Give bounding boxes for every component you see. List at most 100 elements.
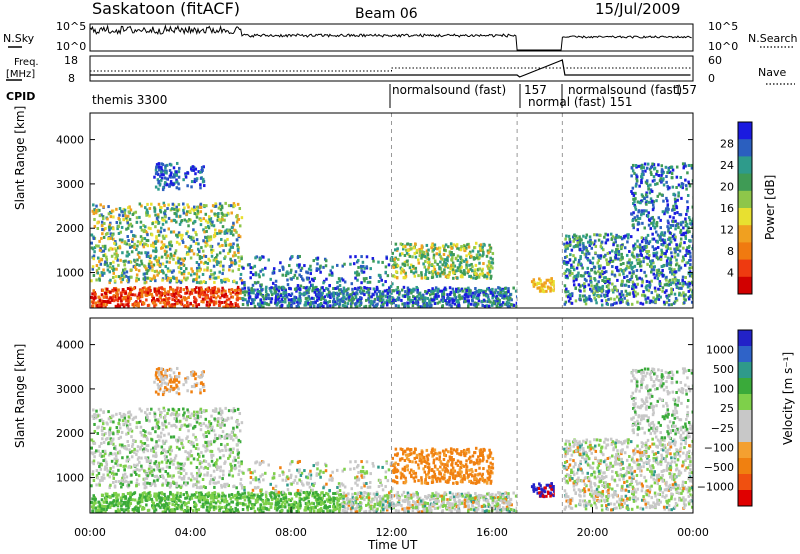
power-cell <box>199 292 202 296</box>
power-cell <box>441 244 445 248</box>
power-cell <box>438 250 442 254</box>
power-cell <box>593 277 596 281</box>
power-cell <box>380 300 384 304</box>
power-cell <box>579 255 582 259</box>
power-cell <box>427 257 431 261</box>
power-cell <box>401 267 404 271</box>
power-cell <box>499 294 503 298</box>
power-cell <box>249 291 253 295</box>
velocity-cell <box>185 510 189 513</box>
power-cell <box>506 302 510 306</box>
power-cell <box>98 260 101 264</box>
power-cell <box>422 262 425 266</box>
power-cell <box>105 257 109 261</box>
power-cell <box>272 267 276 271</box>
power-cell <box>403 276 407 280</box>
power-cell <box>394 304 398 308</box>
velocity-cell <box>151 504 154 508</box>
power-cell <box>111 233 114 237</box>
power-cell <box>182 288 185 292</box>
power-cell <box>464 299 467 303</box>
power-cell <box>479 243 483 247</box>
power-cell <box>204 219 208 223</box>
power-cell <box>487 304 491 308</box>
power-cell <box>216 260 219 264</box>
power-cell <box>515 301 519 305</box>
power-cell <box>601 288 604 292</box>
power-cell <box>607 289 610 293</box>
power-cell <box>221 213 225 217</box>
power-cell <box>683 301 686 305</box>
velocity-cell <box>145 503 148 507</box>
velocity-cell <box>361 496 364 500</box>
power-cell <box>633 203 636 207</box>
power-cell <box>102 205 105 209</box>
power-cell <box>182 208 185 212</box>
power-cell <box>424 273 427 277</box>
velocity-cell <box>411 503 414 507</box>
power-cell <box>391 289 395 293</box>
power-cell <box>288 264 291 268</box>
power-cell <box>250 286 254 290</box>
power-cell <box>290 304 293 308</box>
power-cell <box>476 268 480 272</box>
power-cell <box>622 269 625 273</box>
power-cell <box>218 244 222 248</box>
power-cell <box>369 267 372 271</box>
power-cell <box>656 233 660 237</box>
power-cell <box>201 272 205 276</box>
velocity-cell <box>122 494 126 498</box>
power-cell <box>153 175 156 179</box>
power-cell <box>304 297 308 301</box>
power-colorbar-swatch-5 <box>738 208 752 226</box>
power-cell <box>124 291 128 295</box>
power-cell <box>304 292 307 296</box>
power-cell <box>175 289 179 293</box>
power-cell <box>142 245 146 249</box>
power-cell <box>403 260 407 264</box>
power-cell <box>632 282 635 286</box>
power-cell <box>334 286 337 290</box>
velocity-cell <box>243 498 247 502</box>
power-cell <box>684 164 687 168</box>
power-cell <box>498 299 501 303</box>
power-cell <box>233 228 236 232</box>
power-cell <box>102 302 106 306</box>
power-cell <box>208 217 211 221</box>
power-cell <box>409 247 413 251</box>
power-cell <box>688 218 692 222</box>
power-cell <box>306 296 309 300</box>
cpid-segment-3: normal (fast) 151 <box>528 95 632 109</box>
velocity-cell <box>314 493 317 497</box>
power-cell <box>426 260 430 264</box>
power-cell <box>652 237 656 241</box>
power-cell <box>639 260 643 264</box>
power-cell <box>365 286 368 290</box>
power-cell <box>639 252 643 256</box>
power-cell <box>101 288 105 292</box>
power-cell <box>427 288 430 292</box>
power-cell <box>114 295 118 299</box>
power-cell <box>95 278 98 282</box>
power-cell <box>370 295 373 299</box>
power-cell <box>114 298 118 302</box>
power-cell <box>568 240 572 244</box>
power-cell <box>643 270 646 274</box>
power-cell <box>160 162 163 166</box>
power-cell <box>668 267 671 271</box>
power-cell <box>505 300 509 304</box>
power-cell <box>395 298 399 302</box>
power-cell <box>652 163 656 167</box>
power-cell <box>674 250 677 254</box>
power-cell <box>100 213 103 217</box>
power-cell <box>639 249 642 253</box>
power-cell <box>666 247 670 251</box>
power-cell <box>219 207 223 211</box>
power-cell <box>552 284 556 288</box>
power-cell <box>467 245 471 249</box>
freq-unit: [MHz] <box>6 69 35 80</box>
power-cell <box>430 290 434 294</box>
power-cell <box>196 209 200 213</box>
power-cell <box>643 197 646 201</box>
power-cell <box>675 278 679 282</box>
